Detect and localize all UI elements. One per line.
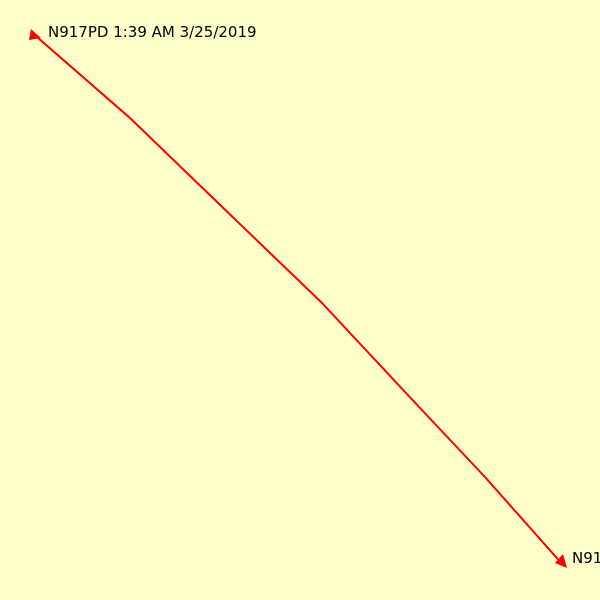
- end-label: N91: [572, 549, 600, 567]
- start-arrow-icon: [29, 29, 41, 40]
- end-arrow-icon: [555, 554, 567, 568]
- start-label: N917PD 1:39 AM 3/25/2019: [48, 23, 257, 41]
- flight-path-line: [36, 36, 564, 566]
